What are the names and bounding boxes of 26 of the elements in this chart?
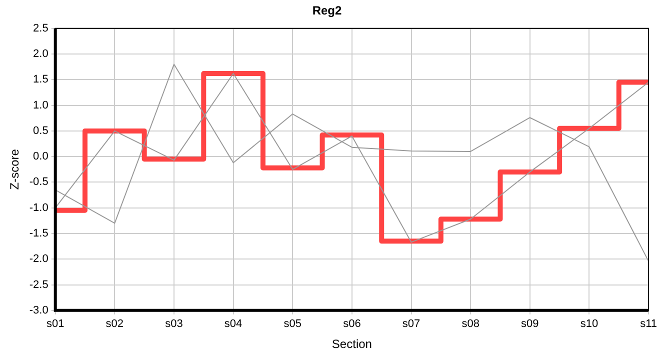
x-tick-label: s07 [402, 318, 420, 330]
x-tick-label: s02 [106, 318, 124, 330]
y-tick-label: -2.5 [29, 278, 48, 291]
x-tick-label: s01 [46, 318, 64, 330]
x-axis-title: Section [332, 337, 372, 352]
y-tick-label: 0.0 [33, 150, 48, 163]
chart-title: Reg2 [312, 4, 342, 18]
y-tick-label: -1.0 [29, 202, 48, 214]
x-tick-label: s08 [462, 318, 480, 330]
y-tick-label: -2.0 [29, 253, 48, 266]
y-tick-label: -0.5 [29, 176, 48, 188]
x-tick-label: s04 [224, 318, 242, 330]
x-tick-label: s10 [580, 318, 598, 330]
y-tick-label: 1.5 [33, 74, 48, 86]
y-tick-label: 1.0 [33, 99, 48, 112]
y-tick-label: -1.5 [29, 228, 48, 240]
x-tick-label: s09 [521, 318, 539, 330]
x-tick-label: s06 [343, 318, 361, 330]
x-tick-label: s05 [284, 318, 302, 330]
y-tick-label: 2.5 [33, 22, 48, 34]
y-tick-label: 2.0 [33, 48, 48, 60]
y-axis-title: Z-score [8, 148, 22, 190]
y-tick-label: 0.5 [33, 124, 48, 137]
x-tick-label: s11 [640, 318, 657, 330]
y-tick-label: -3.0 [29, 304, 48, 316]
x-tick-label: s03 [165, 318, 183, 330]
